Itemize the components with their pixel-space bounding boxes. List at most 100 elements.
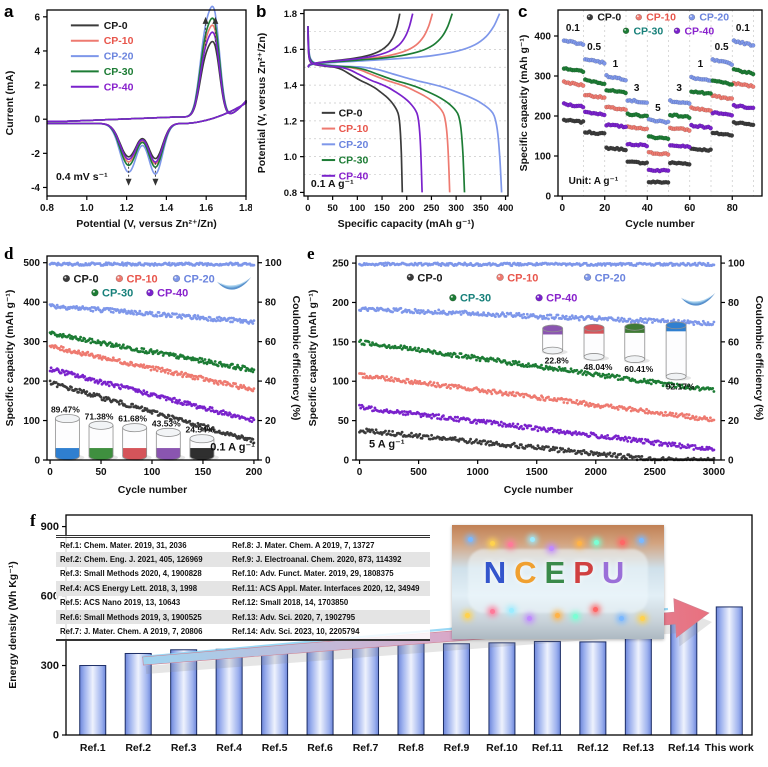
ncepu-letters: NCEPU bbox=[452, 555, 664, 591]
y-tick-label: 200 bbox=[23, 377, 40, 388]
panel-b-gcd-chart: 0 50 100 150 200 250 300 350 400 0.8 1.0 1.2 1.4 1.6 1… bbox=[256, 9, 514, 230]
y2-axis-title: Coulombic efficiency (%) bbox=[753, 296, 765, 421]
ref-entry: Ref.1: Chem. Mater. 2019, 31, 2036 bbox=[60, 540, 187, 550]
legend-ball-CP-30 bbox=[622, 27, 630, 35]
y-tick-label: 100 bbox=[23, 416, 40, 427]
rate-annotation: 5 A g⁻¹ bbox=[369, 438, 405, 450]
retention-cylinder: 48.04% bbox=[583, 323, 613, 372]
x-tick-label: 50 bbox=[95, 467, 107, 478]
bar-Ref.7 bbox=[352, 646, 380, 736]
x-tick-label: 100 bbox=[349, 203, 365, 214]
x-axis-title: Specific capacity (mAh g⁻¹) bbox=[338, 218, 475, 230]
y2-tick-label: 20 bbox=[728, 416, 740, 427]
peak-arrow bbox=[125, 162, 132, 186]
y2-tick-label: 60 bbox=[728, 337, 740, 348]
legend-ball-CP-10 bbox=[496, 273, 504, 281]
x-tick-label: 100 bbox=[144, 467, 161, 478]
panel-c-label: c bbox=[518, 2, 528, 21]
ref-table-row: Ref.4: ACS Energy Lett. 2018, 3, 1998 Ref… bbox=[56, 581, 430, 596]
capacity-points-CP-0 bbox=[48, 379, 256, 445]
capacity-points-CP-30 bbox=[358, 338, 716, 393]
reference-table: Ref.1: Chem. Mater. 2019, 31, 2036 Ref.8:… bbox=[56, 535, 430, 641]
y-tick-label: 0 bbox=[34, 456, 40, 467]
y-tick-label: 300 bbox=[534, 72, 551, 83]
rate-value-label: 0.1 bbox=[566, 23, 580, 34]
bar-category-label: Ref.13 bbox=[623, 742, 655, 754]
led-light-dot bbox=[529, 537, 535, 543]
y-tick-label: 0 bbox=[545, 192, 551, 203]
ref-entry: Ref.7: J. Mater. Chem. A 2019, 7, 20806 bbox=[60, 627, 203, 637]
x-tick-label: 1000 bbox=[467, 467, 490, 478]
bar-category-label: Ref.7 bbox=[353, 742, 379, 754]
ref-entry: Ref.4: ACS Energy Lett. 2018, 3, 1998 bbox=[60, 583, 198, 593]
y-tick-label: 300 bbox=[23, 337, 40, 348]
ncepu-letter: C bbox=[514, 555, 545, 590]
ncepu-glass-panel bbox=[468, 549, 648, 613]
legend-label-CP-0: CP-0 bbox=[74, 273, 99, 285]
ref-entry: Ref.12: Small 2018, 14, 1703850 bbox=[232, 598, 349, 608]
bar-Ref.12 bbox=[579, 641, 607, 736]
legend-label-CP-0: CP-0 bbox=[339, 107, 363, 119]
trend-arrow-shadow bbox=[145, 607, 712, 674]
led-light-dot bbox=[467, 537, 473, 543]
legend-label-CP-10: CP-10 bbox=[127, 273, 158, 285]
ncepu-letter: E bbox=[544, 555, 574, 590]
led-light-dot bbox=[577, 540, 582, 546]
bar-category-label: Ref.10 bbox=[486, 742, 518, 754]
x-tick-label: 400 bbox=[498, 203, 514, 214]
legend-label-CP-10: CP-10 bbox=[507, 272, 538, 284]
legend-label-CP-10: CP-10 bbox=[104, 35, 134, 47]
retention-label: 61.68% bbox=[118, 414, 147, 424]
legend-label-CP-40: CP-40 bbox=[104, 81, 134, 93]
x-axis-title: Cycle number bbox=[118, 484, 187, 496]
x-tick-label: 0 bbox=[305, 203, 310, 214]
ref-entry: Ref.13: Adv. Sci. 2020, 7, 1902795 bbox=[232, 612, 356, 622]
legend-label-CP-40: CP-40 bbox=[684, 25, 714, 37]
capacity-points-CP-20 bbox=[48, 303, 256, 325]
panel-f-label: f bbox=[30, 511, 36, 530]
ref-table-row: Ref.3: Small Methods 2020, 4, 1900828 Ref… bbox=[56, 567, 430, 581]
x-tick-label: 1500 bbox=[526, 467, 549, 478]
y-tick-label: 400 bbox=[23, 298, 40, 309]
led-light-dot bbox=[489, 609, 495, 615]
x-tick-label: 300 bbox=[448, 203, 464, 214]
y2-tick-label: 80 bbox=[265, 298, 277, 309]
legend-label-CP-0: CP-0 bbox=[597, 12, 621, 24]
ncepu-letter: U bbox=[601, 555, 633, 590]
y-tick-label: 0 bbox=[343, 456, 349, 467]
y-tick-label: 600 bbox=[41, 591, 59, 603]
retention-label: 48.04% bbox=[584, 362, 613, 372]
x-tick-label: 150 bbox=[195, 467, 212, 478]
x-tick-label: 0.8 bbox=[40, 203, 54, 214]
bar-Ref.11 bbox=[533, 640, 561, 736]
bar-category-label: Ref.1 bbox=[80, 742, 106, 754]
coulombic-efficiency-points bbox=[48, 261, 256, 267]
y-axis-title: Current (mA) bbox=[4, 71, 16, 136]
retention-label: 43.53% bbox=[152, 418, 181, 428]
legend-ball-CP-40 bbox=[146, 289, 154, 297]
bar-category-label: Ref.9 bbox=[444, 742, 470, 754]
y-tick-label: 0 bbox=[34, 115, 40, 126]
legend-label-CP-30: CP-30 bbox=[104, 66, 134, 78]
legend-label-CP-0: CP-0 bbox=[417, 272, 442, 284]
y-tick-label: 1.4 bbox=[284, 81, 298, 92]
y2-tick-label: 80 bbox=[728, 298, 740, 309]
legend-ball-CP-10 bbox=[635, 13, 642, 21]
retention-cylinder: 43.53% bbox=[152, 418, 186, 461]
bar-Ref.1 bbox=[79, 665, 107, 736]
retention-cylinder: 24.54% bbox=[186, 425, 219, 461]
x-tick-label: 200 bbox=[399, 203, 415, 214]
x-tick-label: 1.0 bbox=[80, 203, 94, 214]
legend-label-CP-20: CP-20 bbox=[339, 139, 369, 151]
panel-c: c 0 20 40 60 80 0 100 200 300 400 Cycle number Spec… bbox=[514, 0, 768, 242]
led-light-dot bbox=[508, 607, 514, 613]
ncepu-photo-inset: NCEPU bbox=[452, 525, 664, 639]
y-tick-label: 200 bbox=[534, 112, 551, 123]
led-light-dot bbox=[593, 606, 599, 612]
panel-d-cycling-chart: 0 50 100 150 2000100200300400500020406080100… bbox=[4, 255, 302, 496]
ref-table-row: Ref.1: Chem. Mater. 2019, 31, 2036 Ref.8:… bbox=[56, 538, 430, 552]
bar-category-label: Ref.8 bbox=[398, 742, 424, 754]
x-tick-label: 1.8 bbox=[239, 203, 252, 214]
panel-e-label: e bbox=[307, 244, 315, 263]
legend-ball-CP-20 bbox=[172, 274, 181, 283]
